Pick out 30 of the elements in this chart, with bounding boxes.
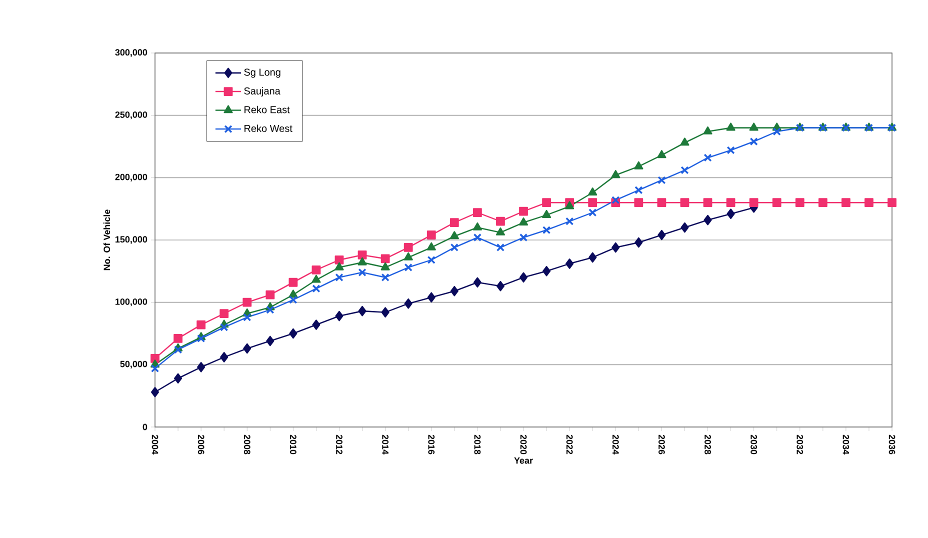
x-tick-label: 2008: [244, 434, 250, 454]
y-tick-label: 300,000: [115, 49, 148, 57]
y-tick-label: 250,000: [115, 111, 148, 120]
x-tick-label: 2028: [704, 434, 711, 454]
legend-label: Reko East: [244, 106, 290, 114]
y-tick-label: 50,000: [120, 360, 148, 369]
x-tick-label: 2006: [198, 434, 204, 454]
x-tick-label: 2022: [566, 434, 573, 454]
y-tick-label: 0: [142, 424, 148, 430]
x-tick-label: 2012: [336, 434, 342, 454]
x-tick-label: 2024: [612, 434, 619, 454]
legend-label: Reko West: [244, 124, 292, 132]
y-tick-label: 150,000: [116, 236, 148, 244]
x-tick-label: 2018: [474, 434, 481, 454]
legend-label: Saujana: [244, 87, 280, 96]
x-tick-label: 2036: [888, 434, 896, 454]
legend-label: Sg Long: [244, 68, 280, 78]
x-tick-label: 2026: [658, 434, 665, 454]
x-tick-label: 2014: [382, 434, 389, 454]
y-tick-label: 100,000: [116, 298, 148, 306]
y-tick-label: 200,000: [115, 174, 148, 182]
x-axis-title: Year: [514, 457, 533, 464]
x-tick-label: 2032: [796, 434, 804, 454]
y-axis-title: No. Of Vehicle: [103, 210, 110, 270]
x-tick-label: 2004: [152, 434, 158, 454]
x-tick-label: 2010: [290, 434, 296, 454]
x-tick-label: 2030: [750, 434, 758, 454]
x-tick-label: 2034: [842, 434, 850, 454]
x-tick-label: 2020: [520, 434, 527, 454]
x-tick-label: 2016: [428, 434, 435, 454]
